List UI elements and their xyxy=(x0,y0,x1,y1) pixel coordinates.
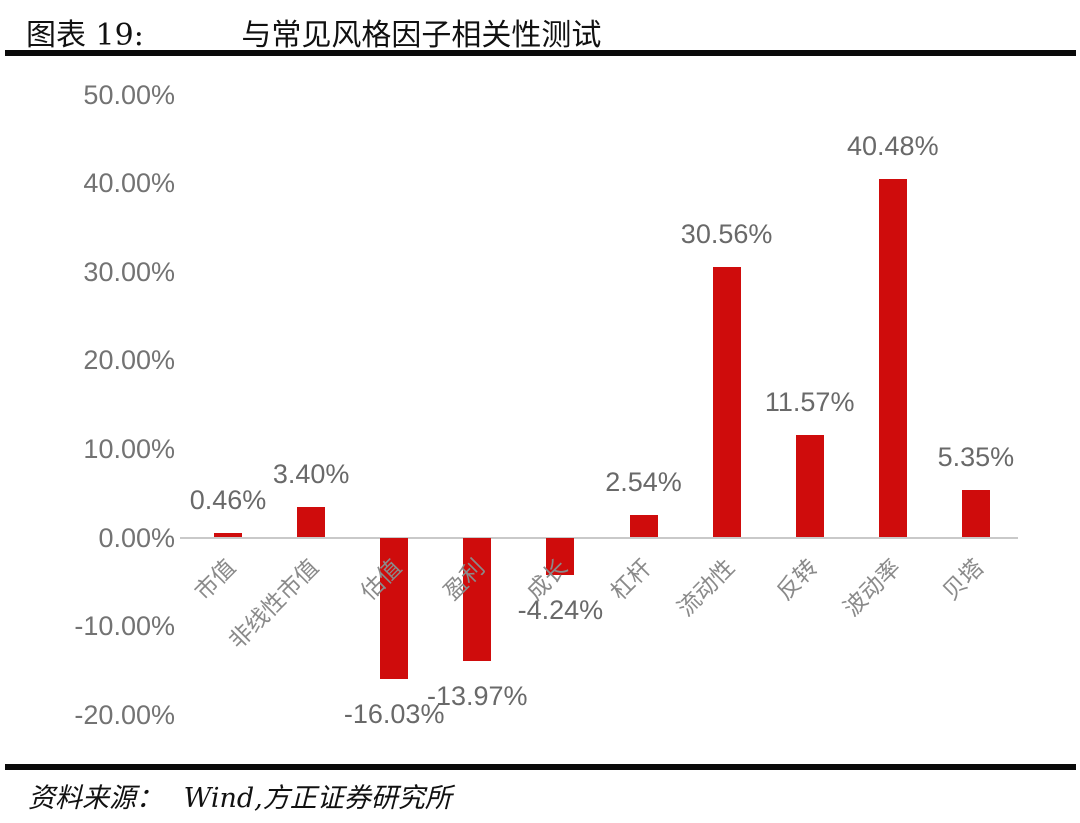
chart-bar xyxy=(878,178,907,538)
y-axis-tick-label: -10.00% xyxy=(74,611,175,642)
category-label: 非线性市值 xyxy=(223,553,324,654)
chart-bar xyxy=(297,507,326,538)
bar-value-label: 3.40% xyxy=(272,459,350,490)
bar-value-label: 11.57% xyxy=(764,387,855,418)
category-label: 反转 xyxy=(771,553,823,605)
chart-bar xyxy=(712,266,741,538)
y-axis-tick-label: 30.00% xyxy=(83,256,175,287)
figure-number-label: 图表 19: xyxy=(26,18,144,53)
figure-title: 与常见风格因子相关性测试 xyxy=(241,18,602,53)
bar-value-label: 0.46% xyxy=(189,485,267,516)
chart-bar xyxy=(961,490,990,538)
y-axis-tick-label: 0.00% xyxy=(98,522,175,553)
source-value: Wind,方正证券研究所 xyxy=(183,783,452,814)
category-label: 市值 xyxy=(189,553,241,605)
category-label: 贝塔 xyxy=(937,553,989,605)
bar-value-label: -16.03% xyxy=(343,699,445,730)
source-note: 资料来源： Wind,方正证券研究所 xyxy=(28,776,452,815)
chart-bar xyxy=(629,515,658,538)
bar-value-label: 40.48% xyxy=(847,130,939,161)
bar-value-label: -4.24% xyxy=(517,595,604,626)
y-axis-tick-label: 40.00% xyxy=(83,168,175,199)
category-label: 波动率 xyxy=(838,553,906,621)
chart-bar xyxy=(380,537,409,680)
x-axis-line xyxy=(180,536,1018,539)
bar-value-label: 5.35% xyxy=(937,442,1015,473)
bottom-divider xyxy=(5,764,1076,770)
chart-bar xyxy=(795,435,824,538)
category-label: 流动性 xyxy=(671,553,739,621)
bar-value-label: 2.54% xyxy=(605,467,682,497)
y-axis-tick-label: -20.00% xyxy=(74,699,175,730)
chart-bar xyxy=(546,537,575,576)
bar-value-label: -13.97% xyxy=(427,681,528,712)
y-axis-tick-label: 50.00% xyxy=(83,79,175,110)
figure-header: 图表 19: 与常见风格因子相关性测试 xyxy=(26,10,601,54)
y-axis-tick-label: 10.00% xyxy=(83,433,175,464)
source-label: 资料来源： xyxy=(28,783,163,814)
chart-bar xyxy=(463,537,492,662)
chart-bar xyxy=(214,533,242,538)
bar-value-label: 30.56% xyxy=(680,218,773,249)
y-axis-tick-label: 20.00% xyxy=(83,345,175,376)
top-divider xyxy=(5,50,1076,56)
